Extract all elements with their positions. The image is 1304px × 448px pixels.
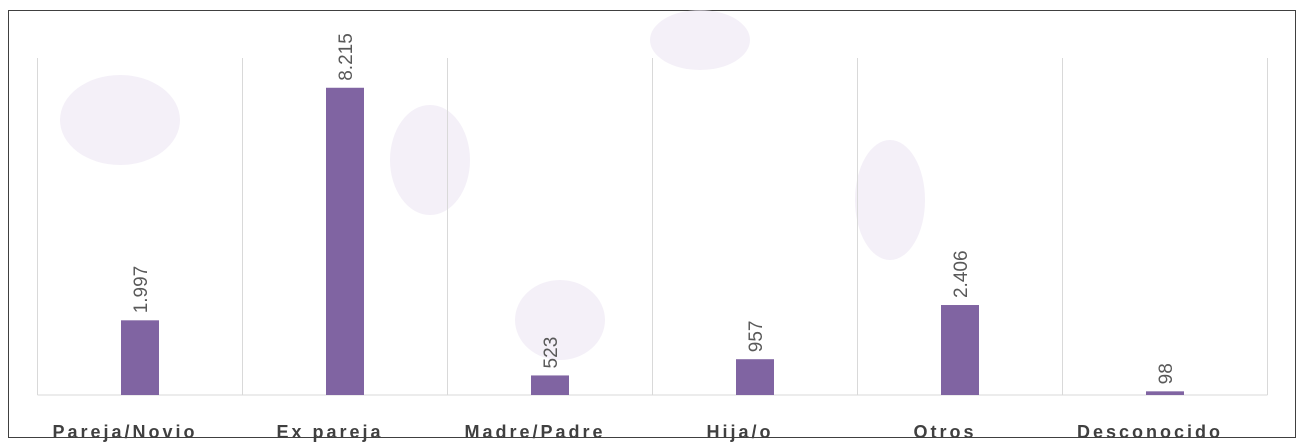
x-tick-label: Madre/Padre: [464, 422, 605, 442]
data-label: 523: [541, 337, 562, 369]
data-label: 98: [1156, 363, 1177, 384]
bar: [941, 305, 979, 395]
bar: [531, 375, 569, 395]
data-label: 957: [746, 321, 767, 353]
data-label: 1.997: [131, 266, 152, 314]
bar: [121, 320, 159, 395]
x-tick-label: Hija/o: [706, 422, 773, 442]
bar: [1146, 391, 1184, 395]
bar: [326, 87, 364, 395]
x-tick-label: Otros: [913, 422, 976, 442]
x-tick-label: Desconocido: [1077, 422, 1223, 442]
x-tick-label: Ex pareja: [276, 422, 383, 442]
data-label: 2.406: [951, 250, 972, 298]
background-decoration: [60, 10, 925, 360]
data-label: 8.215: [336, 33, 357, 81]
x-tick-label: Pareja/Novio: [52, 422, 197, 442]
bar: [736, 359, 774, 395]
